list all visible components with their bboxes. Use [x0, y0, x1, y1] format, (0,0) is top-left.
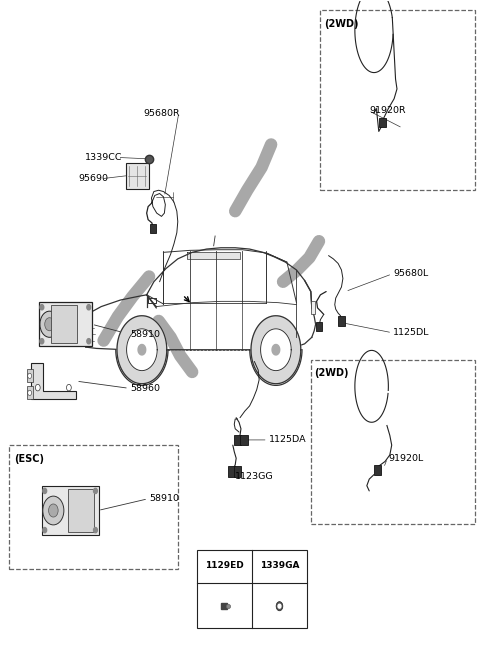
Circle shape	[94, 527, 97, 533]
Circle shape	[40, 311, 59, 337]
Circle shape	[40, 339, 44, 344]
Bar	[234, 466, 241, 477]
Text: 1339GA: 1339GA	[260, 561, 299, 570]
Bar	[9, 445, 178, 569]
Circle shape	[278, 605, 281, 608]
Bar	[311, 360, 475, 523]
Text: (ESC): (ESC)	[14, 454, 44, 464]
Bar	[374, 466, 381, 475]
Bar	[82, 317, 91, 325]
Text: 58910: 58910	[149, 495, 179, 503]
Bar	[316, 322, 323, 331]
Bar	[321, 10, 475, 190]
Bar	[126, 163, 149, 189]
Polygon shape	[251, 316, 301, 384]
Polygon shape	[138, 345, 146, 355]
Bar	[197, 550, 307, 628]
Polygon shape	[187, 252, 240, 259]
Bar	[68, 489, 94, 532]
Text: 1125DA: 1125DA	[269, 436, 306, 445]
Bar	[27, 386, 33, 400]
Circle shape	[94, 488, 97, 493]
Bar	[228, 466, 235, 477]
Text: 1339CC: 1339CC	[84, 153, 122, 162]
Circle shape	[40, 305, 44, 310]
Text: 95680L: 95680L	[393, 269, 429, 278]
Bar	[234, 435, 241, 445]
Polygon shape	[117, 316, 167, 384]
Circle shape	[43, 488, 47, 493]
Polygon shape	[272, 345, 280, 355]
Bar	[51, 305, 77, 343]
Polygon shape	[127, 329, 157, 371]
Circle shape	[43, 496, 64, 525]
Bar	[27, 369, 33, 383]
Polygon shape	[261, 329, 291, 371]
Bar	[240, 435, 248, 445]
Circle shape	[67, 384, 72, 391]
Bar	[42, 485, 99, 535]
Text: 1123GG: 1123GG	[235, 472, 274, 481]
Bar	[311, 301, 315, 314]
Circle shape	[36, 384, 40, 391]
Circle shape	[87, 339, 91, 344]
Text: 1125DL: 1125DL	[393, 328, 430, 337]
Circle shape	[43, 527, 47, 533]
Circle shape	[276, 602, 283, 610]
Text: 91920L: 91920L	[388, 454, 424, 462]
Text: 58910: 58910	[130, 329, 160, 339]
Text: 91920R: 91920R	[369, 106, 406, 115]
Circle shape	[45, 318, 54, 331]
Text: 95690: 95690	[79, 174, 108, 183]
Text: 95680R: 95680R	[144, 109, 180, 118]
Circle shape	[87, 305, 91, 310]
Circle shape	[48, 504, 58, 517]
Bar	[39, 302, 92, 346]
Circle shape	[28, 390, 32, 396]
Text: 1129ED: 1129ED	[205, 561, 244, 570]
Bar	[150, 223, 156, 233]
Text: 58960: 58960	[130, 384, 160, 393]
Polygon shape	[31, 363, 76, 399]
Bar	[338, 316, 345, 326]
Text: (2WD): (2WD)	[324, 19, 358, 29]
Text: (2WD): (2WD)	[314, 368, 348, 378]
Bar	[379, 119, 386, 128]
Circle shape	[28, 373, 32, 379]
